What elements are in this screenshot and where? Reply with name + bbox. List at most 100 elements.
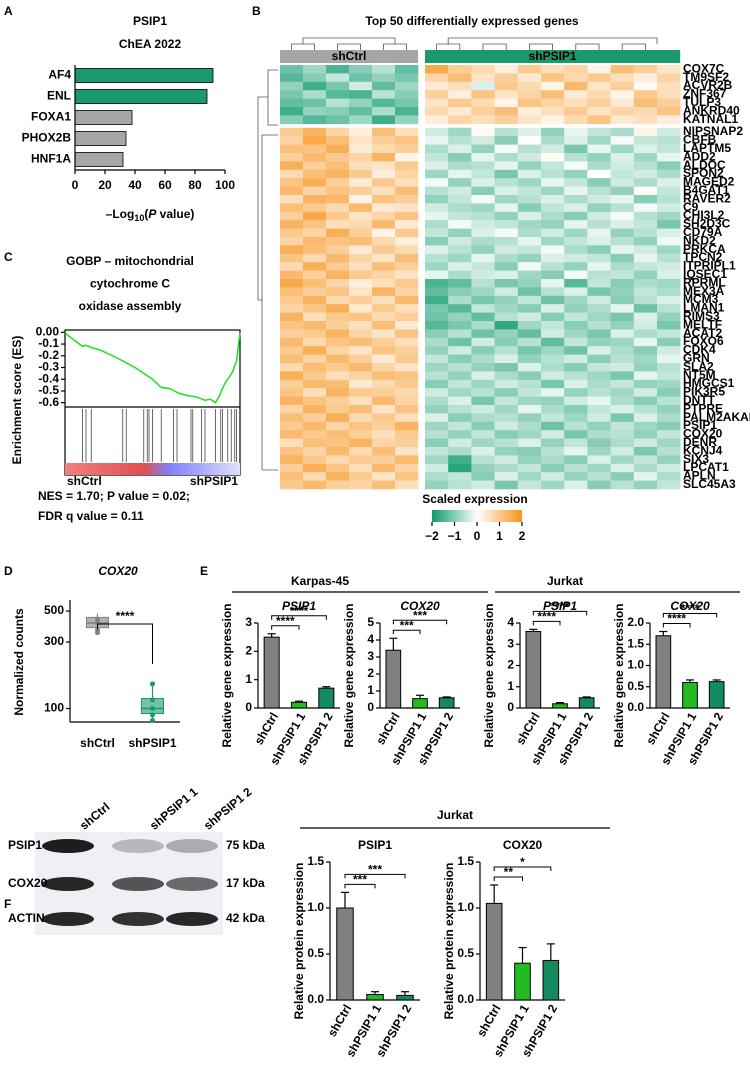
y-axis-label: Relative gene expression xyxy=(342,603,356,747)
heatmap-cell xyxy=(517,295,542,305)
heatmap-cell xyxy=(564,253,588,263)
significance-label: *** xyxy=(413,608,427,622)
heatmap-cell xyxy=(372,211,396,221)
y-tick-label: 0 xyxy=(367,700,374,714)
heatmap-cell xyxy=(326,438,350,448)
heatmap-cell xyxy=(349,447,373,456)
significance-bracket xyxy=(662,613,718,618)
gene-label: LMAN1 xyxy=(683,301,725,315)
heatmap-cell xyxy=(541,295,565,305)
heatmap-cell xyxy=(657,253,681,263)
heatmap-cell xyxy=(425,388,449,397)
heatmap-cell xyxy=(303,178,327,187)
heatmap-cell xyxy=(280,211,304,221)
heatmap-cell xyxy=(564,220,588,229)
heatmap-cell xyxy=(564,279,588,288)
heatmap-cell xyxy=(280,396,304,406)
heatmap-cell xyxy=(448,195,472,204)
heatmap-cell xyxy=(425,81,449,91)
heatmap-cell xyxy=(395,472,419,481)
blot-band xyxy=(112,912,164,926)
heatmap-cell xyxy=(448,455,472,465)
heatmap-cell xyxy=(564,447,588,456)
heatmap-cell xyxy=(471,73,495,83)
heatmap-cell xyxy=(303,304,327,313)
heatmap-cell xyxy=(610,144,635,154)
heatmap-cell xyxy=(372,270,396,280)
gene-label: C9 xyxy=(683,200,699,214)
heatmap-cell xyxy=(372,455,396,465)
heatmap-cell xyxy=(395,253,419,263)
blot-band xyxy=(42,877,94,891)
heatmap-cell xyxy=(326,455,350,465)
gene-label: ADD2 xyxy=(683,149,716,163)
heatmap-cell xyxy=(349,144,373,154)
heatmap-cell xyxy=(349,321,373,330)
heatmap-cell xyxy=(448,371,472,381)
heatmap-cell xyxy=(633,90,658,99)
gene-label: RPRML xyxy=(683,275,726,289)
heatmap-cell xyxy=(633,144,658,154)
heatmap-cell xyxy=(494,279,519,288)
bar xyxy=(552,703,568,709)
heatmap-cell xyxy=(471,413,495,423)
heatmap-cell xyxy=(448,65,472,74)
heatmap-cell xyxy=(448,211,472,221)
blot-band xyxy=(166,839,218,853)
y-tick-label: 100 xyxy=(44,701,64,715)
heatmap-cell xyxy=(349,169,373,179)
heatmap-cell xyxy=(326,195,350,204)
heatmap-cell xyxy=(372,220,396,229)
heatmap-cell xyxy=(610,107,635,116)
heatmap-cell xyxy=(541,287,565,297)
heatmap-cell xyxy=(372,144,396,154)
heatmap-cell xyxy=(564,329,588,339)
heatmap-cell xyxy=(541,245,565,255)
heatmap-cell xyxy=(541,98,565,108)
heatmap-cell xyxy=(471,421,495,431)
heatmap-cell xyxy=(587,220,611,229)
heatmap-cell xyxy=(425,90,449,99)
annotation: FDR q value = 0.11 xyxy=(38,509,144,523)
point xyxy=(150,712,155,718)
heatmap-cell xyxy=(564,195,588,204)
heatmap-cell xyxy=(517,178,542,187)
heatmap-cell xyxy=(372,90,396,99)
dendrogram xyxy=(302,37,396,44)
heatmap-cell xyxy=(541,161,565,171)
heatmap-cell xyxy=(657,107,681,116)
heatmap-cell xyxy=(326,211,350,221)
heatmap-cell xyxy=(326,90,350,99)
y-tick-label: 1 xyxy=(507,679,514,693)
heatmap-cell xyxy=(610,153,635,162)
bar xyxy=(74,131,127,146)
heatmap-cell xyxy=(303,371,327,381)
blot-band xyxy=(42,912,94,926)
bar xyxy=(485,902,503,1001)
x-tick-label: 40 xyxy=(128,178,142,192)
heatmap-cell xyxy=(587,337,611,347)
heatmap-cell xyxy=(471,438,495,448)
heatmap-cell xyxy=(303,153,327,162)
heatmap-cell xyxy=(564,178,588,187)
heatmap-cell xyxy=(372,81,396,91)
heatmap-cell xyxy=(471,329,495,339)
heatmap-cell xyxy=(633,463,658,473)
group-label: shCtrl xyxy=(332,49,367,63)
gene-label: APLN xyxy=(683,469,716,483)
heatmap-cell xyxy=(425,65,449,74)
gene-label: SLC45A3 xyxy=(683,477,736,491)
heatmap-cell xyxy=(425,455,449,465)
heatmap-cell xyxy=(657,262,681,271)
heatmap-cell xyxy=(633,329,658,339)
gene-label: RAVER2 xyxy=(683,191,731,205)
heatmap-cell xyxy=(587,65,611,74)
heatmap-cell xyxy=(517,203,542,213)
heatmap-cell xyxy=(494,90,519,99)
heatmap-cell xyxy=(471,371,495,381)
heatmap-cell xyxy=(303,421,327,431)
heatmap-cell xyxy=(349,161,373,171)
heatmap-cell xyxy=(425,144,449,154)
heatmap-cell xyxy=(517,90,542,99)
heatmap-cell xyxy=(587,203,611,213)
